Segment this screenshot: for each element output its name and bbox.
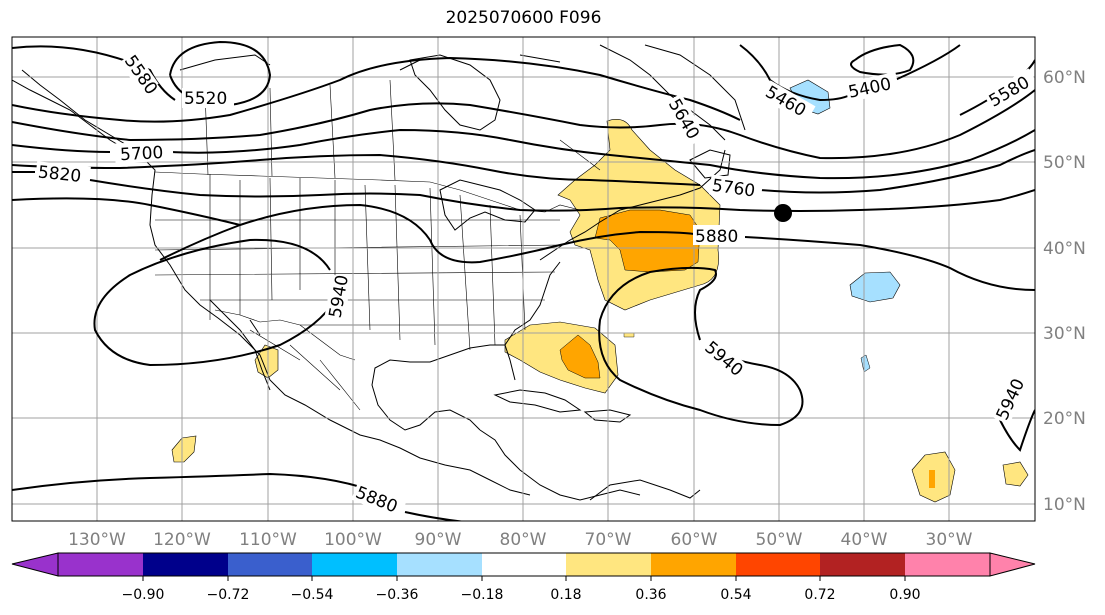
contour-label-5880-atlantic: 5880	[695, 227, 738, 247]
colorbar-tick-label: −0.18	[461, 587, 504, 603]
lon-label: 60°W	[671, 530, 718, 550]
contour-5880-main	[12, 197, 1035, 291]
contour-5760	[12, 149, 1035, 194]
colorbar-segment	[397, 553, 482, 576]
height-contours	[12, 40, 1035, 521]
colorbar-tick-label: 0.36	[635, 587, 666, 603]
anomaly-positive-atlantic-east-core	[929, 470, 935, 488]
colorbar-segment	[566, 553, 651, 576]
lat-label: 10°N	[1043, 495, 1086, 515]
lon-label: 50°W	[756, 530, 803, 550]
lon-label: 130°W	[68, 530, 126, 550]
colorbar-tick-label: 0.18	[550, 587, 581, 603]
lon-label: 70°W	[585, 530, 632, 550]
anomaly-positive-orange-northeast	[594, 209, 701, 273]
colorbar-segment	[736, 553, 820, 576]
map-panel: 5580 5520 5700 5820 5940 5880 5760 5640 …	[12, 37, 1035, 521]
contour-5460-5400	[739, 43, 961, 102]
colorbar-tick-label: 0.72	[804, 587, 835, 603]
colorbar-extend-right	[989, 552, 1036, 577]
colorbar-tick-label: −0.54	[291, 587, 334, 603]
colorbar-segment	[312, 553, 397, 576]
longitude-axis: 130°W 120°W 110°W 100°W 90°W 80°W 70°W 6…	[68, 530, 973, 550]
contour-label-5700: 5700	[120, 143, 164, 165]
contour-5940-east	[999, 409, 1035, 452]
colorbar-segment	[482, 553, 566, 576]
great-lakes	[439, 179, 536, 231]
lon-label: 90°W	[415, 530, 462, 550]
gulf-of-mexico-coast	[371, 344, 505, 431]
colorbar-segment	[143, 553, 228, 576]
colorbar-tick-label: 0.90	[889, 587, 920, 603]
contour-5940-southwest	[93, 238, 336, 367]
lat-label: 60°N	[1043, 68, 1086, 88]
canada-province-lines	[204, 79, 601, 181]
shaded-anomaly-fields	[171, 79, 1029, 503]
anomaly-positive-mexico	[254, 344, 279, 379]
anomaly-positive-tiny	[623, 332, 635, 338]
cuba	[493, 389, 582, 413]
graticule	[12, 37, 1035, 521]
contour-5640	[12, 89, 1035, 160]
lat-label: 30°N	[1043, 324, 1086, 344]
anomaly-negative-atlantic	[849, 271, 901, 303]
contour-5820	[12, 171, 1035, 212]
colorbar-segment	[651, 553, 736, 576]
newfoundland	[689, 149, 731, 179]
alaska-coast	[12, 79, 131, 153]
colorbar-tick-label: −0.72	[207, 587, 250, 603]
colorbar-extend-left	[11, 552, 59, 577]
colorbar: −0.90 −0.72 −0.54 −0.36 −0.18 0.18 0.36 …	[11, 552, 1036, 603]
storm-marker	[774, 204, 792, 222]
contour-5700	[12, 128, 1035, 180]
lat-label: 20°N	[1043, 409, 1086, 429]
colorbar-tick-label: −0.36	[376, 587, 419, 603]
south-america-coast	[589, 479, 701, 501]
contour-5880-south	[12, 472, 466, 521]
map-frame	[11, 36, 1036, 522]
lon-label: 30°W	[926, 530, 973, 550]
lat-label: 40°N	[1043, 239, 1086, 259]
canadian-arctic	[179, 44, 726, 141]
colorbar-segment	[820, 553, 905, 576]
lon-label: 100°W	[324, 530, 382, 550]
anomaly-positive-orange-florida	[559, 334, 601, 379]
central-america	[479, 429, 641, 501]
chart-title: 2025070600 F096	[445, 8, 602, 28]
greenland-coast	[644, 44, 746, 131]
colorbar-tick-label: −0.90	[122, 587, 165, 603]
colorbar-segment	[58, 553, 143, 576]
anomaly-positive-atlantic-far-east	[1002, 461, 1029, 487]
colorbar-segment	[228, 553, 312, 576]
lat-label: 50°N	[1043, 153, 1086, 173]
latitude-axis: 60°N 50°N 40°N 30°N 20°N 10°N	[1043, 68, 1086, 515]
us-mexico-border	[214, 309, 356, 361]
hudson-bay	[409, 54, 501, 131]
colorbar-segment	[905, 553, 990, 576]
lon-label: 40°W	[841, 530, 888, 550]
contour-label-5820: 5820	[37, 162, 82, 186]
lon-label: 80°W	[500, 530, 547, 550]
contour-5940-atlantic	[598, 266, 804, 427]
colorbar-tick-label: 0.54	[720, 587, 751, 603]
contour-label-5520: 5520	[184, 89, 227, 109]
coastlines	[12, 44, 746, 501]
lon-label: 110°W	[239, 530, 297, 550]
lon-label: 120°W	[153, 530, 211, 550]
